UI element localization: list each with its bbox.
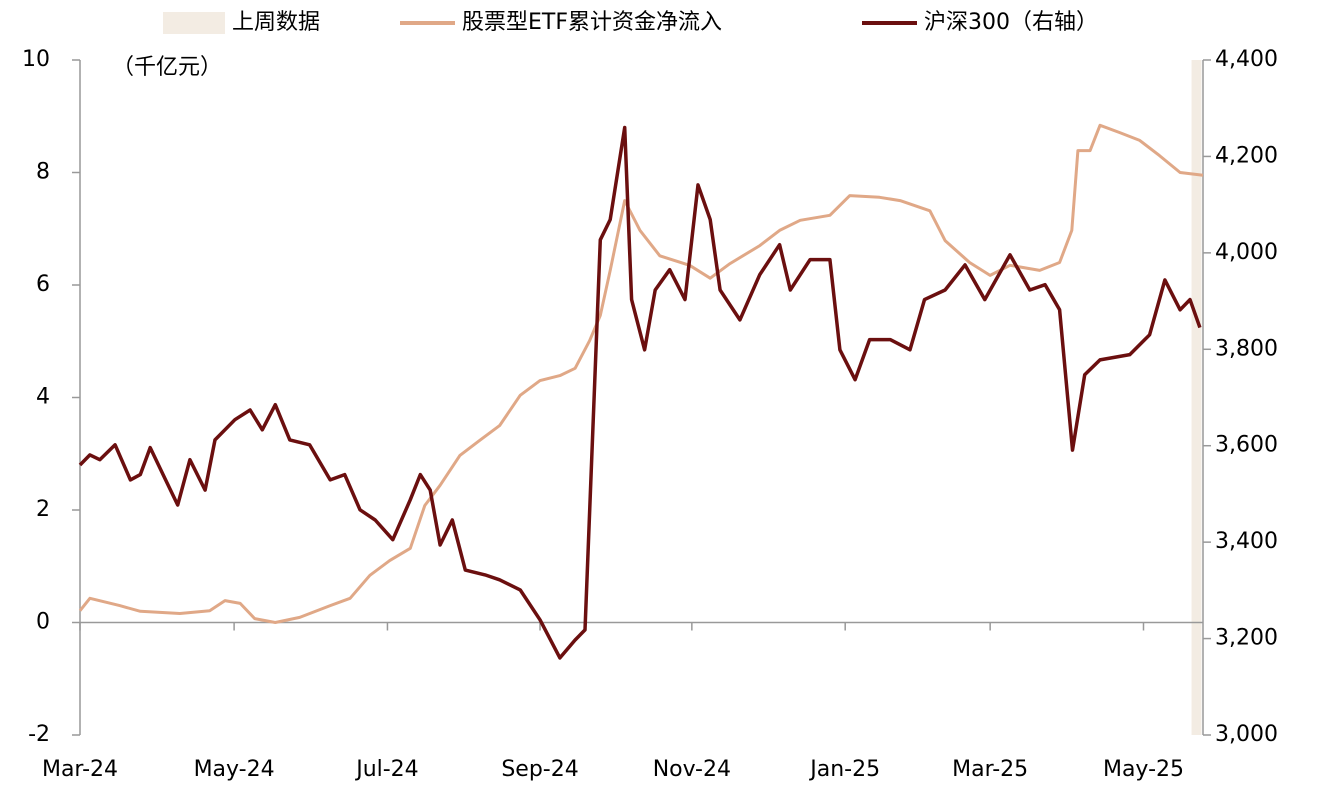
y-tick-label: 0	[36, 610, 50, 635]
x-tick-label: Jul-24	[354, 757, 418, 782]
x-tick-label: Mar-25	[952, 757, 1028, 782]
legend-label: 股票型ETF累计资金净流入	[462, 10, 722, 35]
y-tick-label: 4	[36, 385, 50, 410]
y-tick-label: 6	[36, 272, 50, 297]
y-tick-label: 2	[36, 497, 50, 522]
x-tick-label: Sep-24	[501, 757, 578, 782]
x-tick-label: May-24	[194, 757, 275, 782]
x-tick-label: May-25	[1103, 757, 1184, 782]
unit-annotation: （千亿元）	[112, 55, 222, 80]
y-tick-label: 8	[36, 160, 50, 185]
y2-tick-label: 4,000	[1215, 240, 1278, 265]
y2-tick-label: 4,400	[1215, 47, 1278, 72]
y2-tick-label: 4,200	[1215, 143, 1278, 168]
series-line	[78, 123, 1204, 624]
legend-label: 上周数据	[232, 10, 320, 35]
x-tick-label: Jan-25	[808, 757, 880, 782]
legend-swatch	[163, 12, 225, 34]
y-tick-label: 10	[22, 47, 50, 72]
y2-tick-label: 3,600	[1215, 433, 1278, 458]
y2-tick-label: 3,400	[1215, 529, 1278, 554]
y2-tick-label: 3,000	[1215, 722, 1278, 747]
y2-tick-label: 3,800	[1215, 336, 1278, 361]
x-tick-label: Nov-24	[653, 757, 731, 782]
x-tick-label: Mar-24	[42, 757, 118, 782]
y-tick-label: -2	[28, 722, 50, 747]
highlight-band	[1191, 60, 1202, 735]
legend-label: 沪深300（右轴）	[924, 10, 1098, 35]
y2-tick-label: 3,200	[1215, 626, 1278, 651]
series-line	[78, 125, 1202, 660]
